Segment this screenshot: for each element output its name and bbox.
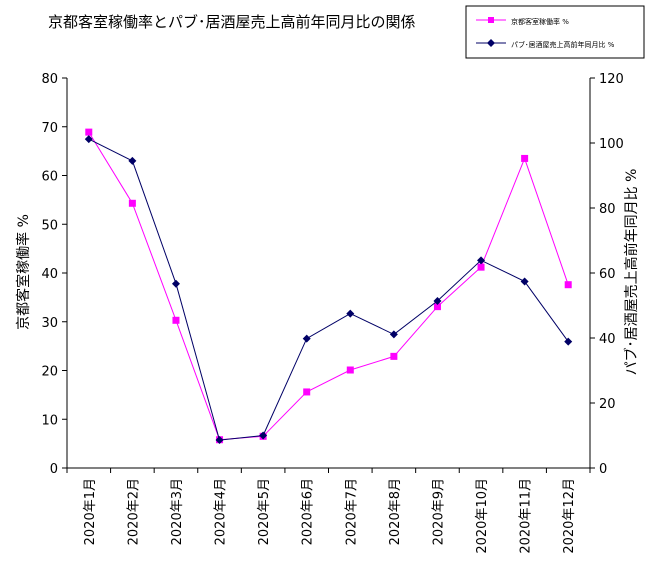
data-point xyxy=(564,337,573,346)
x-tick-label: 2020年1月 xyxy=(83,478,98,545)
series-line xyxy=(88,131,569,441)
x-tick-label: 2020年5月 xyxy=(257,478,272,545)
x-tick-label: 2020年12月 xyxy=(562,478,577,554)
legend-box xyxy=(465,5,645,59)
data-point xyxy=(521,154,529,162)
left-tick-label: 80 xyxy=(41,72,58,87)
data-point xyxy=(128,199,136,207)
right-axis-ticks: 0 20 40 60 80 100 120 xyxy=(590,72,624,477)
right-axis-label: パブ･居酒屋売上高前年同月比 % xyxy=(623,169,640,376)
chart-title: 京都客室稼働率とパブ･居酒屋売上高前年同月比の関係 xyxy=(48,13,416,31)
legend-label-pub-sales: パブ･居酒屋売上高前年同月比 % xyxy=(511,40,615,49)
left-axis-ticks: 0 10 20 30 40 50 60 70 80 xyxy=(41,72,67,477)
data-point xyxy=(433,303,441,311)
data-point xyxy=(303,388,311,396)
data-point xyxy=(346,366,354,374)
x-tick-label: 2020年4月 xyxy=(214,478,229,545)
data-point xyxy=(390,352,398,360)
left-tick-label: 20 xyxy=(41,365,58,380)
legend-entry-pub-sales: パブ･居酒屋売上高前年同月比 % xyxy=(476,39,615,49)
x-tick-label: 2020年11月 xyxy=(519,478,534,554)
data-point xyxy=(302,334,311,343)
data-point xyxy=(84,135,93,144)
data-point xyxy=(477,256,486,265)
data-point xyxy=(346,309,355,318)
data-point xyxy=(215,436,224,445)
left-tick-label: 60 xyxy=(41,170,58,185)
series-2 xyxy=(84,135,573,445)
series-1 xyxy=(85,128,572,444)
left-tick-label: 50 xyxy=(41,218,58,233)
data-point xyxy=(172,316,180,324)
legend: 京都客室稼働率 % パブ･居酒屋売上高前年同月比 % xyxy=(465,5,645,59)
x-tick-label: 2020年8月 xyxy=(388,478,403,545)
right-tick-label: 80 xyxy=(599,202,616,217)
x-axis-ticks: 2020年1月 2020年2月 2020年3月 2020年4月 2020年5月 2020年… xyxy=(66,468,591,554)
left-tick-label: 0 xyxy=(50,462,58,477)
legend-label-occupancy: 京都客室稼働率 % xyxy=(511,17,569,26)
data-point xyxy=(433,296,442,305)
legend-entry-occupancy: 京都客室稼働率 % xyxy=(476,17,569,26)
legend-marker-pub-sales xyxy=(487,39,495,47)
data-point xyxy=(520,277,529,286)
data-point xyxy=(564,281,572,289)
legend-marker-occupancy xyxy=(488,17,494,23)
data-point xyxy=(85,128,93,136)
left-tick-label: 10 xyxy=(41,413,58,428)
right-tick-label: 120 xyxy=(599,72,624,87)
x-tick-label: 2020年2月 xyxy=(126,478,141,545)
data-point xyxy=(259,431,268,440)
right-tick-label: 60 xyxy=(599,267,616,282)
x-tick-label: 2020年6月 xyxy=(301,478,316,545)
right-tick-label: 0 xyxy=(599,462,607,477)
left-axis-label: 京都客室稼働率 % xyxy=(15,214,32,330)
data-point xyxy=(389,330,398,339)
series-layer xyxy=(84,128,573,445)
x-tick-label: 2020年3月 xyxy=(170,478,185,545)
x-tick-label: 2020年7月 xyxy=(344,478,359,545)
right-tick-label: 100 xyxy=(599,137,624,152)
right-tick-label: 20 xyxy=(599,397,616,412)
data-point xyxy=(477,263,485,271)
series-line xyxy=(88,138,569,441)
left-tick-label: 30 xyxy=(41,316,58,331)
data-point xyxy=(171,279,180,288)
right-tick-label: 40 xyxy=(599,332,616,347)
x-tick-label: 2020年9月 xyxy=(431,478,446,545)
left-tick-label: 40 xyxy=(41,267,58,282)
data-point xyxy=(128,156,137,165)
left-tick-label: 70 xyxy=(41,121,58,136)
x-tick-label: 2020年10月 xyxy=(475,478,490,554)
